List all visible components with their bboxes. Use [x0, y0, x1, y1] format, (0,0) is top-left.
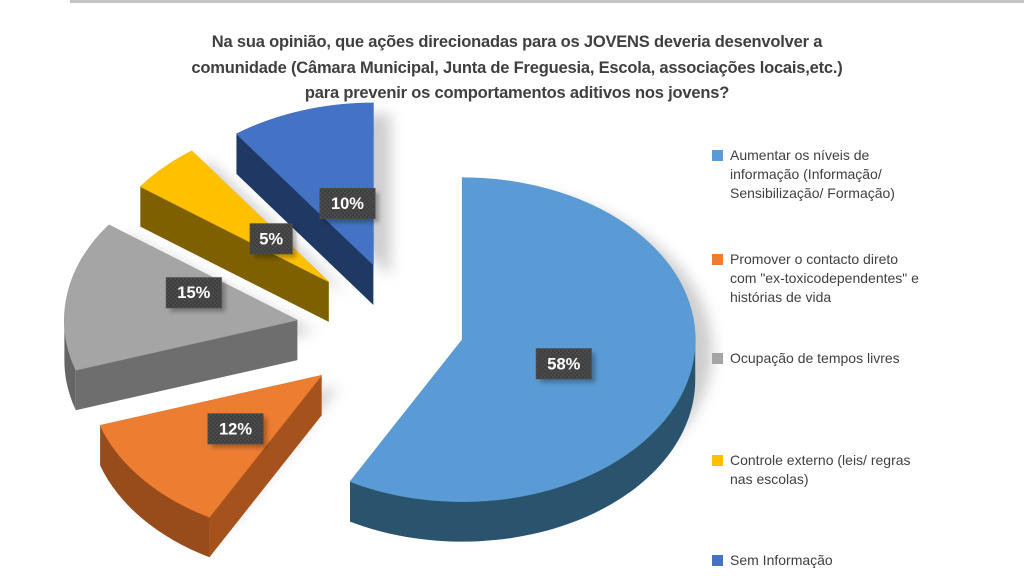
legend-item-label: Promover o contacto direto com "ex-toxic… — [730, 251, 919, 305]
chart-title-line-3: para prevenir os comportamentos aditivos… — [304, 84, 730, 103]
legend-marker — [712, 150, 723, 161]
chart-legend: Aumentar os níveis de informação (Inform… — [712, 0, 1017, 576]
pie-slice-12-rim — [100, 425, 210, 558]
legend-item-label: Controle externo (leis/ regras nas escol… — [730, 452, 911, 487]
pie-slice-12-edge-wall — [209, 375, 322, 558]
legend-marker — [712, 353, 723, 364]
legend-item: Aumentar os níveis de informação (Inform… — [712, 146, 895, 202]
data-label-text: 58% — [547, 355, 580, 373]
legend-item-label: Aumentar os níveis de informação (Inform… — [730, 147, 895, 201]
data-label-text: 5% — [259, 230, 283, 248]
data-label-box — [165, 277, 222, 309]
data-label-box — [249, 223, 293, 255]
chart-title-line-1: Na sua opinião, que ações direcionadas p… — [211, 33, 823, 51]
data-label-text: 12% — [219, 420, 252, 438]
data-label-box — [207, 413, 264, 445]
data-label-text: 10% — [331, 195, 364, 213]
top-border-rule — [70, 0, 1024, 3]
pie-slice-10-edge-wall — [236, 133, 374, 305]
legend-item: Controle externo (leis/ regras nas escol… — [712, 451, 911, 489]
legend-item-label: Sem Informação — [730, 552, 833, 568]
legend-item: Ocupação de tempos livres — [712, 349, 900, 368]
legend-marker — [712, 555, 723, 566]
pie-slice-15-edge-wall — [75, 320, 298, 411]
pie-slice-15-rim — [64, 320, 76, 411]
chart-title-line-2: comunidade (Câmara Municipal, Junta de F… — [191, 58, 843, 77]
pie-slice-12-top — [99, 374, 323, 518]
pie-slice-58-rim — [349, 339, 696, 542]
legend-item: Promover o contacto direto com "ex-toxic… — [712, 250, 919, 306]
data-label-box — [319, 187, 376, 219]
pie-slice-10-top — [235, 102, 374, 266]
data-label-text: 15% — [177, 284, 210, 302]
pie-slice-5-edge-wall — [140, 186, 329, 322]
legend-marker — [712, 455, 723, 466]
chart-title: Na sua opinião, que ações direcionadas p… — [142, 30, 892, 107]
pie-slice-58-top — [349, 177, 696, 502]
data-label-box — [535, 348, 592, 380]
legend-item-label: Ocupação de tempos livres — [730, 350, 900, 366]
legend-item: Sem Informação — [712, 551, 833, 570]
legend-marker — [712, 254, 723, 265]
